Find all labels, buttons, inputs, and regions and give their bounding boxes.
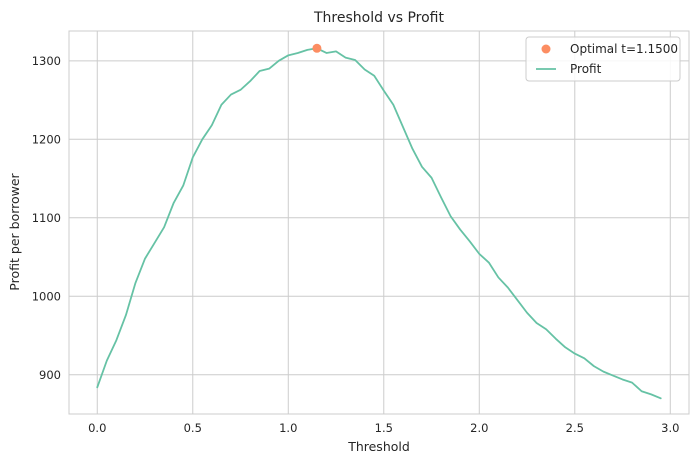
x-tick-label: 2.0 — [470, 421, 488, 435]
optimal-threshold-point — [312, 43, 322, 53]
x-tick-label: 3.0 — [661, 421, 679, 435]
y-tick-label: 1000 — [32, 289, 61, 303]
legend-box — [525, 36, 681, 82]
legend-label-optimal: Optimal t=1.1500 — [570, 42, 678, 56]
y-tick-label: 1100 — [32, 211, 61, 225]
y-axis-label: Profit per borrower — [7, 172, 22, 290]
x-tick-label: 1.0 — [279, 421, 297, 435]
profit-line — [96, 47, 662, 400]
x-tick-label: 1.5 — [375, 421, 393, 435]
y-tick-label: 900 — [39, 368, 61, 382]
y-tick-label: 1200 — [32, 132, 61, 146]
plot-area-frame — [68, 30, 690, 415]
chart-title: Threshold vs Profit — [313, 10, 445, 26]
series-layer — [96, 43, 662, 400]
x-axis-label: Threshold — [347, 439, 410, 454]
x-tick-label: 2.5 — [566, 421, 584, 435]
tick-label-layer: 0.0 0.5 1.0 1.5 2.0 2.5 3.0 900 1000 1100 1200 1300 — [32, 54, 680, 435]
legend-label-profit: Profit — [570, 62, 602, 76]
x-tick-label: 0.0 — [88, 421, 106, 435]
x-tick-label: 0.5 — [184, 421, 202, 435]
y-tick-label: 1300 — [32, 54, 61, 68]
legend-marker-optimal — [541, 44, 551, 54]
legend: Optimal t=1.1500 Profit — [525, 36, 681, 82]
grid-layer — [69, 31, 689, 414]
